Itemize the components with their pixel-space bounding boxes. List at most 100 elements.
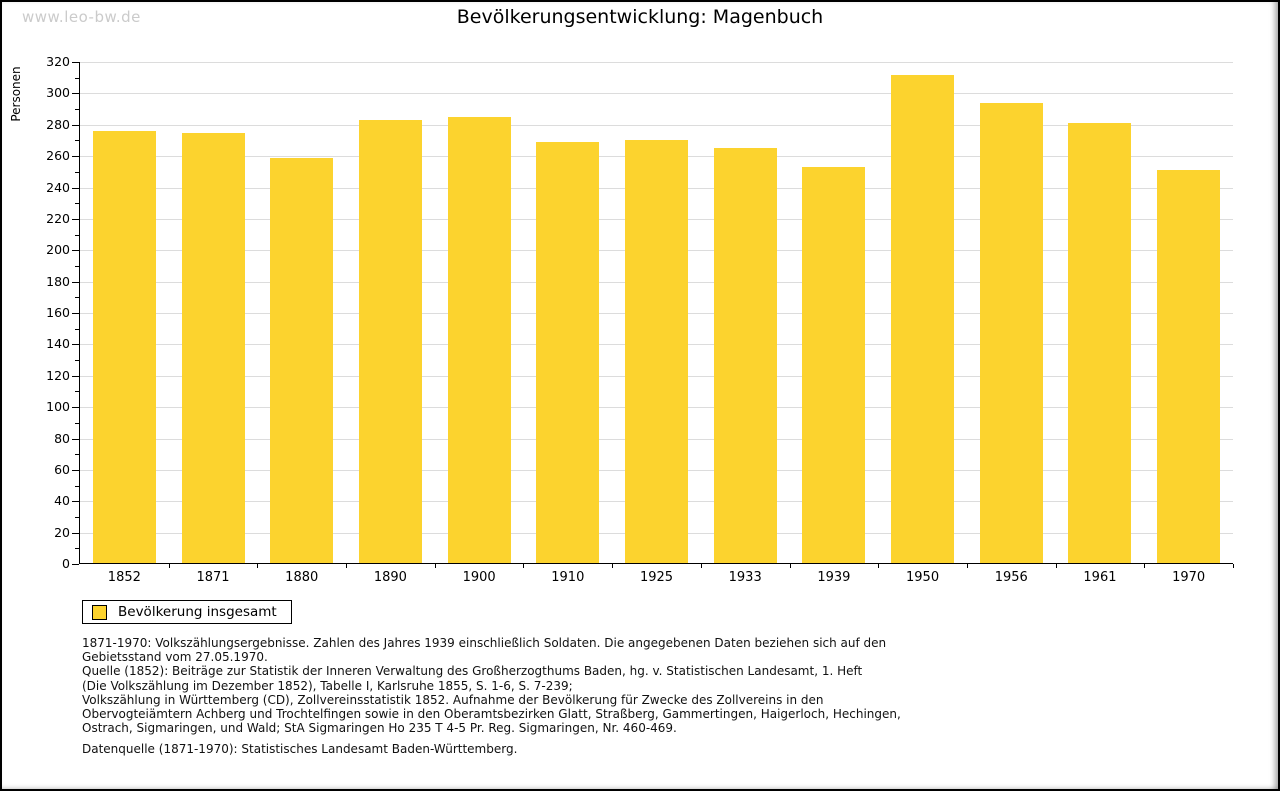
y-tick-major bbox=[72, 501, 79, 503]
y-tick-major bbox=[72, 250, 79, 252]
x-label-1933: 1933 bbox=[728, 570, 762, 585]
bar-1961 bbox=[1068, 123, 1132, 564]
y-tick-major bbox=[72, 344, 79, 346]
y-tick-minor bbox=[75, 297, 79, 299]
footnote-line: Quelle (1852): Beiträge zur Statistik de… bbox=[82, 664, 863, 679]
y-tick-label: 120 bbox=[46, 367, 70, 383]
gridline bbox=[80, 124, 1233, 126]
y-tick-label: 140 bbox=[46, 336, 70, 352]
bar-1871 bbox=[181, 133, 245, 564]
y-tick-major bbox=[72, 532, 79, 534]
y-axis-line bbox=[79, 62, 80, 564]
y-tick-major bbox=[72, 62, 79, 63]
x-label-1910: 1910 bbox=[551, 570, 585, 585]
plot-area: 0 20 40 60 80 100 120 140 160 180 200 220 240 260 280 3… bbox=[46, 54, 1234, 585]
legend-box: Bevölkerung insgesamt bbox=[82, 600, 292, 624]
x-axis-line bbox=[79, 563, 1233, 564]
y-tick-label: 280 bbox=[46, 116, 70, 132]
y-tick-label: 40 bbox=[54, 493, 70, 509]
x-label-1956: 1956 bbox=[994, 570, 1028, 585]
bar-1925 bbox=[625, 140, 688, 564]
y-tick-label: 220 bbox=[46, 210, 70, 226]
y-tick-label: 200 bbox=[46, 242, 70, 258]
bar-1890 bbox=[358, 120, 422, 564]
x-label-1852: 1852 bbox=[107, 570, 141, 585]
x-tick bbox=[434, 564, 436, 568]
y-tick-major bbox=[72, 407, 79, 409]
y-tick-major bbox=[72, 564, 79, 565]
chart-title: Bevölkerungsentwicklung: Magenbuch bbox=[456, 6, 824, 28]
x-tick bbox=[257, 564, 259, 568]
bar-1933 bbox=[713, 148, 777, 564]
x-label-1890: 1890 bbox=[373, 570, 407, 585]
footnote-line: Obervogteiämtern Achberg und Trochtelfin… bbox=[82, 707, 901, 722]
legend-label: Bevölkerung insgesamt bbox=[118, 604, 277, 620]
footnote-line: (Die Volkszählung im Dezember 1852), Tab… bbox=[82, 678, 573, 693]
y-tick-label: 20 bbox=[54, 524, 70, 540]
x-label-1970: 1970 bbox=[1172, 570, 1206, 585]
x-tick bbox=[168, 564, 170, 568]
y-tick-major bbox=[72, 438, 79, 440]
y-tick-minor bbox=[75, 422, 79, 424]
bar-1880 bbox=[270, 158, 334, 564]
y-tick-major bbox=[72, 218, 79, 220]
y-tick-minor bbox=[75, 360, 79, 362]
x-tick bbox=[612, 564, 614, 568]
bar-1956 bbox=[979, 103, 1043, 564]
x-label-1925: 1925 bbox=[639, 570, 674, 585]
bar-1970 bbox=[1157, 170, 1221, 564]
y-tick-major bbox=[72, 313, 79, 314]
x-tick bbox=[878, 564, 880, 568]
x-tick bbox=[1144, 564, 1146, 568]
x-tick bbox=[700, 564, 702, 568]
x-label-1880: 1880 bbox=[285, 570, 319, 585]
y-tick-label: 260 bbox=[46, 148, 70, 164]
x-label-1961: 1961 bbox=[1083, 570, 1117, 585]
y-tick-minor bbox=[75, 171, 79, 173]
y-tick-minor bbox=[75, 548, 79, 550]
x-tick bbox=[966, 564, 968, 568]
y-tick-minor bbox=[75, 391, 79, 393]
y-axis-title: Personen bbox=[9, 66, 23, 122]
y-tick-minor bbox=[75, 328, 79, 330]
x-label-1871: 1871 bbox=[196, 570, 230, 585]
legend-swatch-icon bbox=[92, 604, 107, 620]
y-tick-label: 240 bbox=[46, 179, 70, 195]
bar-1950 bbox=[891, 75, 955, 564]
y-tick-major bbox=[72, 281, 79, 283]
y-tick-minor bbox=[75, 77, 79, 79]
x-tick bbox=[1233, 564, 1234, 568]
y-tick-minor bbox=[75, 109, 79, 111]
bar-1939 bbox=[802, 167, 866, 564]
x-label-1900: 1900 bbox=[462, 570, 496, 585]
y-tick-minor bbox=[75, 516, 79, 518]
y-tick-major bbox=[72, 156, 79, 158]
y-tick-minor bbox=[75, 203, 79, 205]
x-tick bbox=[346, 564, 348, 568]
y-tick-label: 100 bbox=[46, 399, 70, 415]
bar-1852 bbox=[92, 131, 156, 564]
bar-1910 bbox=[536, 142, 600, 564]
y-tick-minor bbox=[75, 140, 79, 142]
watermark: www.leo-bw.de bbox=[22, 8, 141, 26]
gridline bbox=[80, 93, 1233, 95]
x-label-1950: 1950 bbox=[906, 570, 940, 585]
gridline bbox=[80, 62, 1233, 63]
x-tick bbox=[1055, 564, 1057, 568]
footnote-line: 1871-1970: Volkszählungsergebnisse. Zahl… bbox=[82, 636, 887, 650]
y-tick-major bbox=[72, 93, 79, 95]
y-tick-major bbox=[72, 469, 79, 471]
y-tick-minor bbox=[75, 234, 79, 236]
x-tick bbox=[523, 564, 525, 568]
y-tick-label: 300 bbox=[46, 85, 70, 101]
y-tick-label: 0 bbox=[62, 556, 70, 571]
footnote-line: Ostrach, Sigmaringen, und Wald; StA Sigm… bbox=[82, 721, 677, 736]
y-tick-minor bbox=[75, 485, 79, 487]
x-tick bbox=[789, 564, 791, 568]
x-label-1939: 1939 bbox=[817, 570, 851, 585]
y-tick-minor bbox=[75, 454, 79, 456]
footnote-line: Volkszählung in Württemberg (CD), Zollve… bbox=[82, 692, 824, 707]
y-tick-major bbox=[72, 124, 79, 126]
y-tick-major bbox=[72, 187, 79, 189]
